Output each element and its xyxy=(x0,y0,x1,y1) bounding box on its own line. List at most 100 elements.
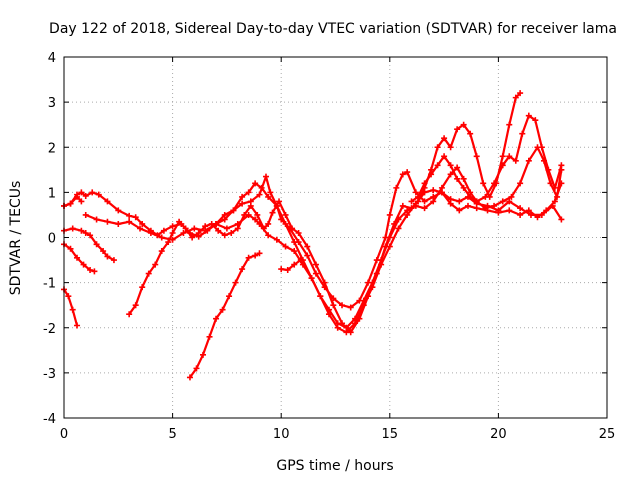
data-point-marker xyxy=(517,205,524,212)
data-point-marker xyxy=(519,130,526,137)
data-point-marker xyxy=(93,241,100,248)
data-point-marker xyxy=(202,223,209,230)
data-point-marker xyxy=(239,200,246,207)
y-tick-label: -4 xyxy=(43,412,56,427)
series-group xyxy=(61,90,565,381)
data-point-marker xyxy=(265,232,272,239)
data-point-marker xyxy=(273,236,280,243)
data-point-marker xyxy=(499,153,506,160)
data-point-marker xyxy=(473,198,480,205)
data-point-marker xyxy=(262,173,269,180)
data-point-marker xyxy=(213,315,220,322)
data-point-marker xyxy=(317,293,324,300)
data-point-marker xyxy=(169,229,176,236)
data-point-marker xyxy=(245,254,252,261)
data-point-marker xyxy=(226,293,233,300)
data-point-marker xyxy=(538,144,545,151)
grid xyxy=(64,57,607,418)
x-tick-label: 0 xyxy=(60,427,68,442)
data-point-marker xyxy=(126,218,133,225)
data-point-marker xyxy=(325,306,332,313)
data-point-marker xyxy=(456,207,463,214)
data-point-marker xyxy=(215,227,222,234)
data-point-marker xyxy=(512,157,519,164)
data-point-marker xyxy=(473,153,480,160)
data-point-marker xyxy=(176,218,183,225)
data-point-marker xyxy=(558,216,565,223)
data-point-marker xyxy=(525,112,532,119)
series-markers xyxy=(82,187,565,336)
x-tick-label: 5 xyxy=(168,427,176,442)
data-point-marker xyxy=(415,193,422,200)
data-point-marker xyxy=(525,157,532,164)
chart-title: Day 122 of 2018, Sidereal Day-to-day VTE… xyxy=(49,21,617,37)
data-point-marker xyxy=(69,306,76,313)
data-point-marker xyxy=(434,162,441,169)
series-markers xyxy=(61,241,98,275)
data-point-marker xyxy=(467,193,474,200)
series-markers xyxy=(186,250,263,381)
data-point-marker xyxy=(152,261,159,268)
data-point-marker xyxy=(456,198,463,205)
y-tick-label: 0 xyxy=(48,232,56,247)
series-s2 xyxy=(61,225,117,264)
series-s10 xyxy=(213,144,565,331)
series-line xyxy=(62,195,83,207)
data-point-marker xyxy=(145,270,152,277)
data-point-marker xyxy=(447,144,454,151)
data-point-marker xyxy=(395,216,402,223)
data-point-marker xyxy=(554,193,561,200)
data-point-marker xyxy=(74,322,81,329)
data-point-marker xyxy=(87,266,94,273)
data-point-marker xyxy=(312,270,319,277)
data-point-marker xyxy=(260,225,267,232)
data-point-marker xyxy=(158,248,165,255)
data-point-marker xyxy=(508,193,515,200)
data-point-marker xyxy=(195,229,202,236)
data-point-marker xyxy=(343,324,350,331)
data-point-marker xyxy=(428,171,435,178)
data-point-marker xyxy=(438,184,445,191)
data-point-marker xyxy=(228,229,235,236)
data-point-marker xyxy=(82,229,89,236)
data-point-marker xyxy=(393,184,400,191)
data-point-marker xyxy=(447,162,454,169)
data-point-marker xyxy=(421,198,428,205)
y-tick-label: 1 xyxy=(48,186,56,201)
data-point-marker xyxy=(239,266,246,273)
data-point-marker xyxy=(252,252,259,259)
data-point-marker xyxy=(404,169,411,176)
data-point-marker xyxy=(395,225,402,232)
series-markers xyxy=(278,257,304,273)
series-line xyxy=(188,252,261,379)
data-point-marker xyxy=(132,214,139,221)
data-point-marker xyxy=(551,198,558,205)
data-point-marker xyxy=(245,189,252,196)
y-tick-label: 4 xyxy=(48,51,56,66)
y-tick-label: 3 xyxy=(48,96,56,111)
data-point-marker xyxy=(115,220,122,227)
data-point-marker xyxy=(558,162,565,169)
data-point-marker xyxy=(69,225,76,232)
data-point-marker xyxy=(147,229,154,236)
data-point-marker xyxy=(360,297,367,304)
data-point-marker xyxy=(499,162,506,169)
data-point-marker xyxy=(254,211,261,218)
data-point-marker xyxy=(454,164,461,171)
x-axis-label: GPS time / hours xyxy=(276,458,393,474)
series-line xyxy=(62,227,116,262)
data-point-marker xyxy=(527,211,534,218)
data-point-marker xyxy=(78,227,85,234)
data-point-marker xyxy=(289,225,296,232)
data-point-marker xyxy=(347,329,354,336)
data-point-marker xyxy=(282,211,289,218)
data-point-marker xyxy=(89,189,96,196)
data-point-marker xyxy=(282,243,289,250)
data-point-marker xyxy=(291,239,298,246)
data-point-marker xyxy=(265,220,272,227)
data-point-marker xyxy=(312,261,319,268)
data-point-marker xyxy=(186,374,193,381)
data-point-marker xyxy=(421,180,428,187)
data-point-marker xyxy=(404,207,411,214)
